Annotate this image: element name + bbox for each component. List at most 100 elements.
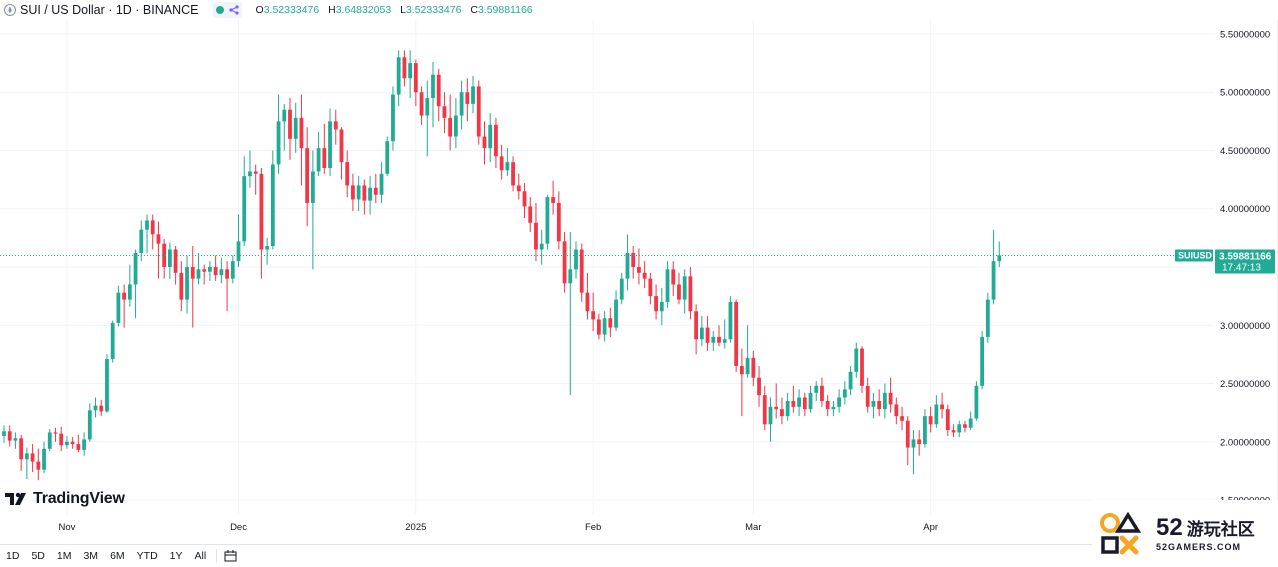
candle-body: [751, 357, 756, 378]
candle-body: [431, 74, 435, 99]
candle-body: [53, 432, 58, 434]
candle: [900, 406, 904, 431]
candle: [625, 234, 630, 291]
candle-body: [739, 366, 744, 375]
candle: [802, 392, 807, 417]
candle-body: [19, 438, 24, 460]
timeframe-1d[interactable]: 1D: [6, 550, 20, 562]
candle-body: [585, 292, 590, 312]
candle: [699, 315, 704, 347]
candle-body: [877, 400, 882, 410]
candle-body: [213, 267, 218, 276]
candle: [459, 80, 464, 130]
candle-body: [36, 461, 41, 470]
candle: [642, 261, 647, 288]
candle: [110, 320, 115, 363]
candle-body: [528, 206, 533, 223]
candle-body: [368, 187, 372, 201]
candle-body: [785, 400, 790, 417]
candle-body: [316, 148, 321, 172]
candle-body: [248, 171, 252, 177]
candle: [116, 285, 121, 327]
timeframe-5d[interactable]: 5D: [31, 550, 45, 562]
candle-body: [82, 439, 86, 450]
candle: [213, 255, 218, 281]
candle: [637, 248, 641, 285]
candle-body: [110, 322, 115, 360]
candle: [940, 392, 944, 419]
market-status-button[interactable]: [212, 2, 242, 18]
candle-body: [860, 348, 864, 386]
symbol-title[interactable]: SUI / US Dollar · 1D · BINANCE: [20, 3, 199, 17]
candle: [631, 246, 636, 279]
candle: [276, 94, 281, 174]
candle: [934, 395, 939, 428]
timeframe-3m[interactable]: 3M: [83, 550, 99, 562]
candle-body: [556, 202, 561, 242]
candle: [196, 253, 201, 285]
watermark-logo-icon: [1100, 511, 1142, 555]
candle-body: [551, 197, 556, 203]
candle-body: [659, 301, 664, 312]
time-tick-label: 2025: [405, 522, 426, 533]
timeframe-1m[interactable]: 1M: [56, 550, 72, 562]
candle: [654, 284, 658, 320]
candle: [848, 366, 853, 396]
candle-body: [900, 416, 904, 421]
price-tag-countdown: 17:47:13: [1222, 262, 1261, 273]
candle: [665, 261, 670, 308]
candle-body: [596, 319, 601, 335]
candle: [596, 313, 601, 340]
date-range-icon[interactable]: [223, 549, 239, 563]
candle: [431, 61, 435, 128]
candle: [150, 214, 155, 250]
candle: [299, 94, 304, 186]
candle-body: [448, 117, 453, 137]
candle: [997, 241, 1002, 267]
candle: [894, 397, 899, 425]
candle: [436, 68, 441, 122]
candle-body: [362, 185, 367, 201]
candle-body: [928, 416, 933, 425]
timeframe-6m[interactable]: 6M: [110, 550, 125, 562]
candle-body: [328, 121, 332, 168]
candle: [59, 426, 64, 452]
time-tick-label: Mar: [745, 522, 761, 533]
timeframe-all[interactable]: All: [194, 550, 207, 562]
candle: [173, 246, 178, 285]
candle: [208, 261, 212, 281]
candle-body: [310, 171, 315, 203]
candle-body: [968, 418, 973, 428]
time-axis[interactable]: Nov Dec 2025 Feb Mar Apr: [58, 522, 938, 533]
tradingview-logo[interactable]: TradingView: [5, 490, 125, 508]
candle: [373, 173, 378, 203]
candle-body: [322, 148, 327, 168]
candle: [545, 194, 550, 250]
candle-body: [99, 405, 104, 412]
candle: [225, 261, 229, 312]
candle: [265, 237, 270, 265]
candle: [945, 404, 950, 436]
candlestick-chart[interactable]: 5.50000000 5.00000000 4.50000000 4.00000000…: [0, 0, 1278, 544]
candle: [53, 427, 58, 442]
candle-body: [402, 57, 407, 79]
candle-body: [24, 453, 29, 460]
candle: [528, 197, 533, 233]
timeframe-1y[interactable]: 1Y: [169, 550, 183, 562]
candles-group: [2, 50, 1002, 481]
candle-body: [413, 63, 418, 93]
close-value: 3.59881166: [477, 4, 533, 16]
candle: [522, 183, 527, 219]
time-tick-label: Nov: [58, 522, 75, 533]
candle: [156, 221, 161, 279]
candle-body: [505, 162, 510, 171]
candle: [825, 395, 830, 417]
candle: [837, 389, 842, 413]
timeframe-ytd[interactable]: YTD: [136, 550, 158, 562]
candle-body: [122, 292, 127, 300]
candle: [42, 441, 46, 474]
candle-body: [76, 444, 81, 450]
candle-body: [59, 433, 64, 446]
watermark-cn-text: 游玩社区: [1186, 520, 1255, 539]
candle-body: [745, 357, 750, 375]
